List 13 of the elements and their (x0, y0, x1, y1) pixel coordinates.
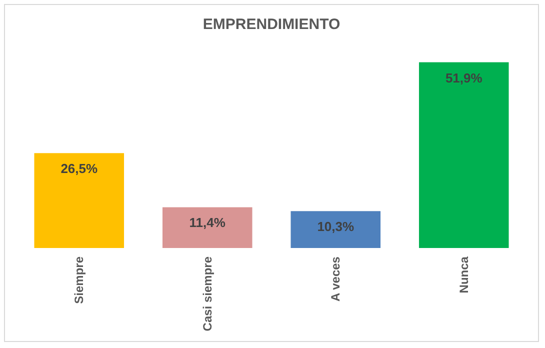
data-label: 26,5% (60, 161, 98, 176)
data-label: 11,4% (189, 215, 226, 230)
x-tick-label: A veces (328, 256, 343, 302)
chart-title: EMPRENDIMIENTO (202, 16, 340, 33)
data-label: 51,9% (445, 70, 483, 86)
x-tick-label: Siempre (72, 256, 86, 304)
bar (162, 207, 252, 248)
bar (418, 62, 509, 248)
x-tick-label: Nunca (456, 256, 471, 294)
bar (290, 211, 381, 248)
x-tick-label: Casi siempre (200, 256, 214, 332)
bar (34, 153, 124, 248)
data-label: 10,3% (317, 219, 354, 234)
